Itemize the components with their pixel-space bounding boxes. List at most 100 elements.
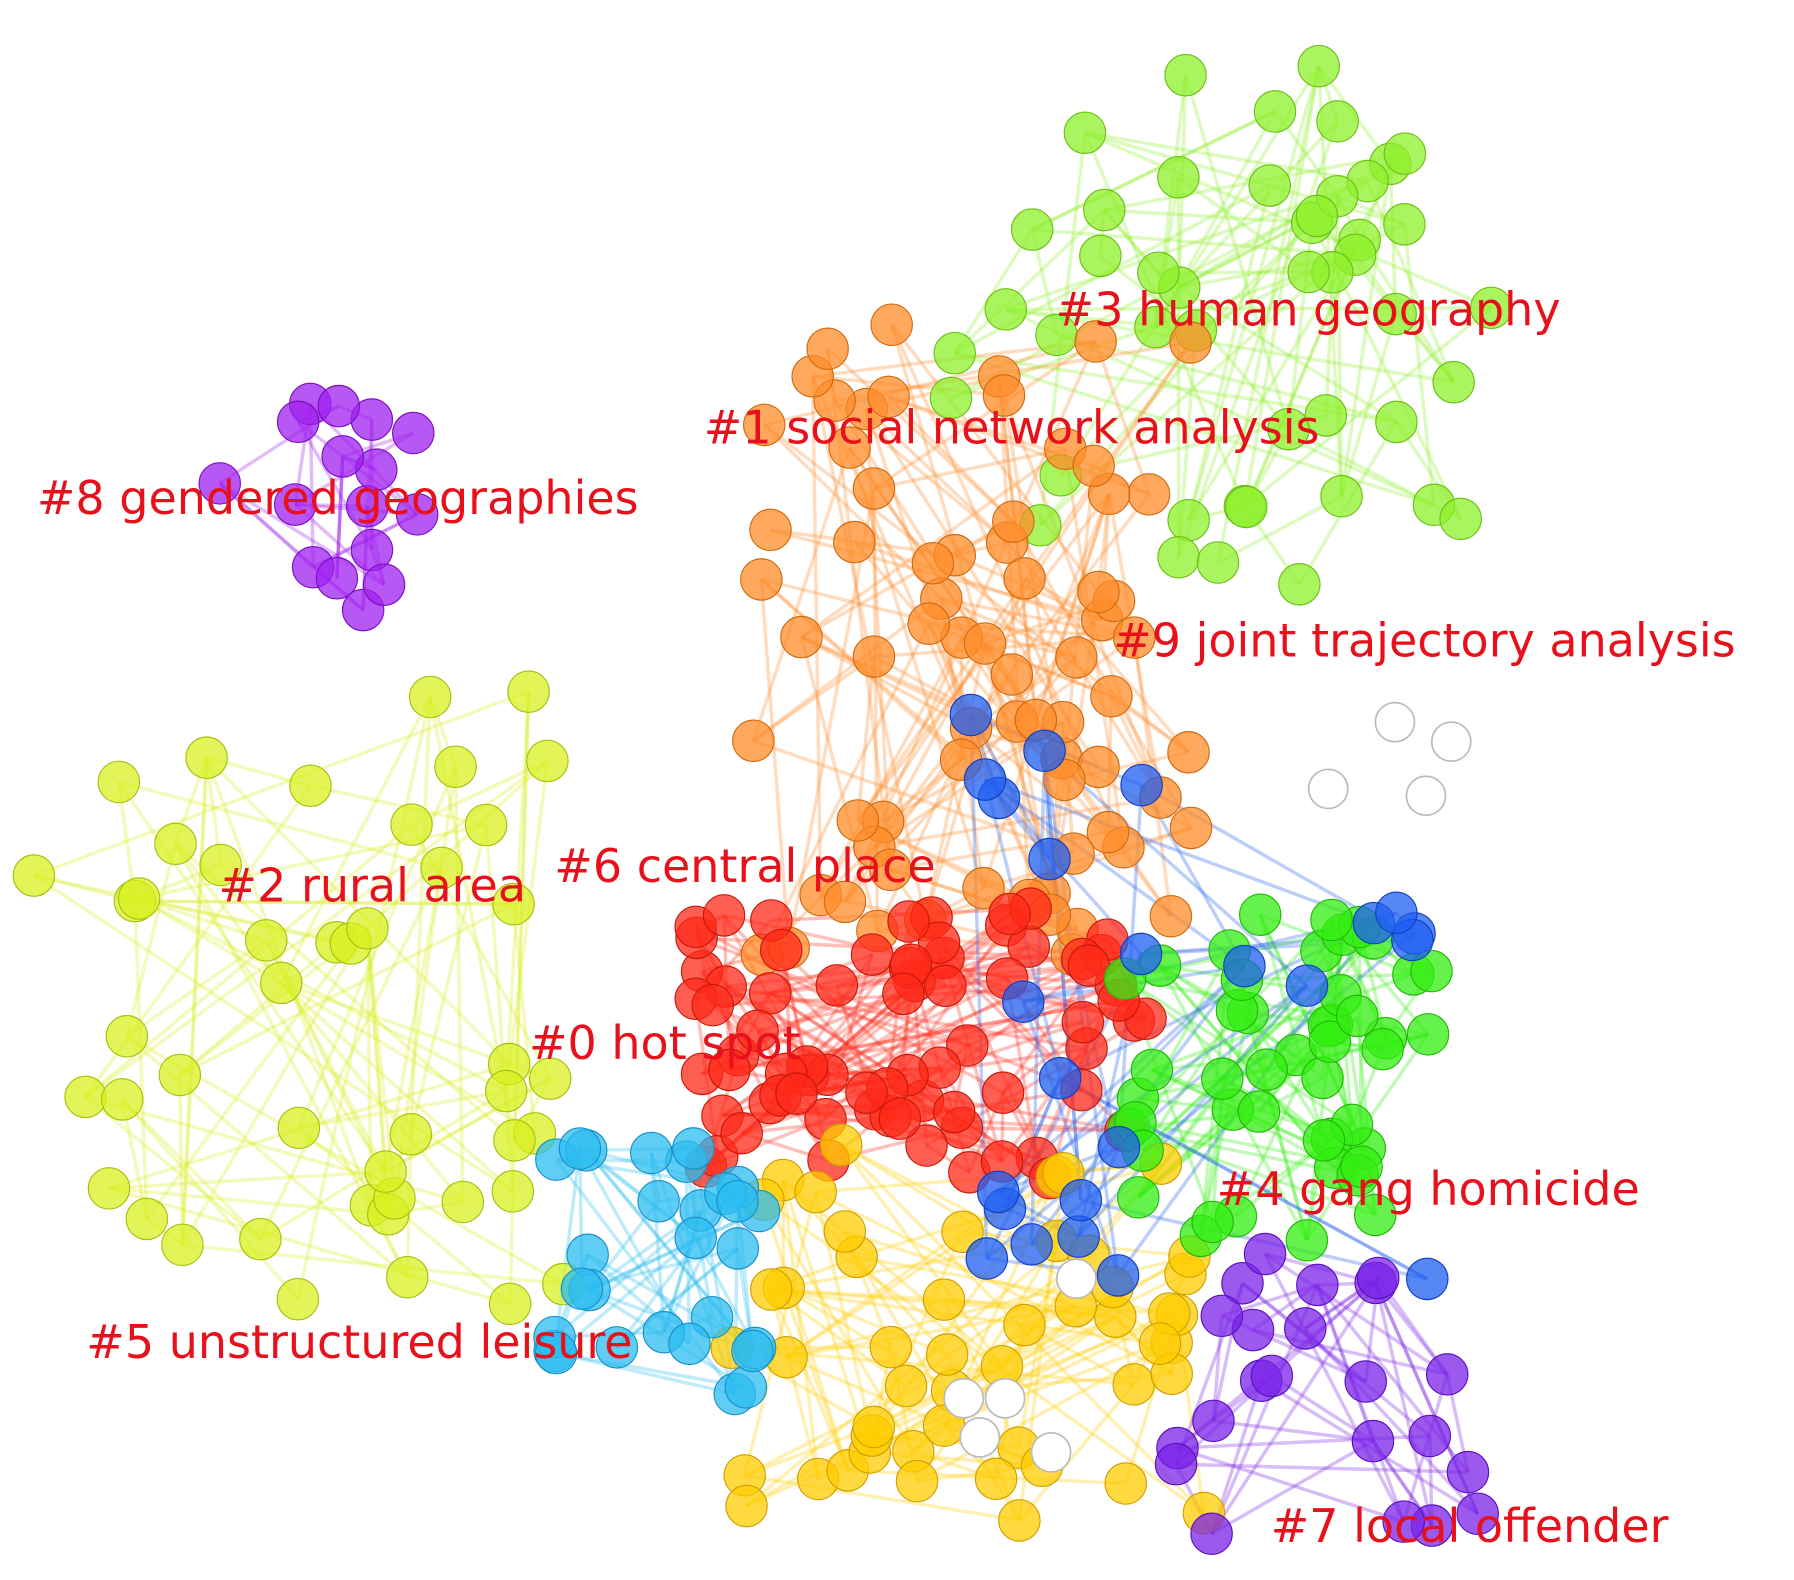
node xyxy=(558,1127,602,1170)
node xyxy=(1316,100,1359,143)
node xyxy=(289,764,332,808)
edge xyxy=(1031,109,1276,232)
edge xyxy=(984,778,1246,968)
node xyxy=(637,1180,680,1223)
node xyxy=(595,1326,639,1369)
node xyxy=(716,1227,760,1270)
edge xyxy=(138,896,352,946)
node xyxy=(933,331,976,375)
node-empty xyxy=(943,1377,985,1419)
node xyxy=(315,557,359,600)
node xyxy=(1154,1442,1198,1486)
node xyxy=(925,1333,969,1376)
edge xyxy=(138,896,267,943)
node-empty xyxy=(1405,775,1447,817)
edge xyxy=(1042,750,1083,1201)
edge xyxy=(409,696,432,1135)
edge xyxy=(554,1236,697,1355)
node xyxy=(317,384,361,428)
edge xyxy=(1094,340,1151,495)
node xyxy=(1023,729,1066,773)
node xyxy=(1063,111,1107,155)
node xyxy=(1238,893,1282,937)
node xyxy=(1010,1223,1053,1266)
edge xyxy=(138,896,508,1093)
edge xyxy=(1264,1252,1449,1376)
edge xyxy=(873,795,1161,849)
edge xyxy=(1034,493,1111,721)
edge xyxy=(997,376,1032,901)
node xyxy=(1190,1512,1233,1556)
node xyxy=(981,1071,1025,1114)
node-empty xyxy=(1374,701,1416,743)
edge xyxy=(125,843,178,1037)
edge xyxy=(1032,227,1356,257)
cluster-label: #1 social network analysis xyxy=(704,401,1320,455)
edge xyxy=(1124,977,1353,1127)
node xyxy=(990,653,1034,696)
edge xyxy=(761,1198,850,1471)
node xyxy=(1375,400,1418,444)
node xyxy=(1302,1119,1346,1162)
edge xyxy=(1187,185,1272,521)
node xyxy=(724,1366,768,1409)
edge xyxy=(1043,749,1309,987)
node xyxy=(1356,1256,1400,1300)
edge xyxy=(1339,163,1393,497)
node xyxy=(1059,1178,1103,1222)
node xyxy=(1285,1219,1329,1262)
edge xyxy=(118,780,442,870)
edge xyxy=(800,635,972,730)
edge xyxy=(966,983,1117,1048)
edge xyxy=(787,488,876,949)
node xyxy=(1192,1399,1235,1443)
edge xyxy=(826,347,1015,523)
edge xyxy=(1141,1009,1239,1152)
cluster-labels: #0 hot spot #1 social network analysis #… xyxy=(37,282,1736,1553)
edge xyxy=(588,1209,760,1292)
node xyxy=(845,1071,888,1114)
node xyxy=(1245,1048,1289,1091)
edge xyxy=(1015,493,1111,723)
node xyxy=(1297,44,1341,88)
node xyxy=(984,288,1028,331)
node xyxy=(1278,563,1321,606)
edge xyxy=(1153,177,1181,328)
edge xyxy=(125,938,268,1038)
node xyxy=(1074,320,1117,363)
edge xyxy=(848,447,986,889)
node xyxy=(198,462,242,505)
node xyxy=(998,1499,1041,1542)
node xyxy=(674,1216,717,1260)
node xyxy=(1351,1419,1395,1463)
cluster-label: #4 gang homicide xyxy=(1217,1162,1640,1216)
node xyxy=(823,1210,867,1253)
edge xyxy=(1177,120,1339,289)
edge xyxy=(279,981,465,1204)
cluster-label: #0 hot spot xyxy=(529,1016,801,1070)
edge xyxy=(760,622,931,956)
edge xyxy=(1365,180,1456,383)
edge xyxy=(953,228,1034,355)
edge xyxy=(1084,131,1492,310)
edge xyxy=(84,1095,262,1241)
edge xyxy=(310,784,487,827)
edge xyxy=(134,899,514,906)
node-empty xyxy=(1307,768,1349,810)
cluster-label: #6 central place xyxy=(554,839,935,893)
edge xyxy=(1187,65,1321,521)
edge xyxy=(1303,1327,1479,1515)
node xyxy=(1353,1193,1397,1237)
node xyxy=(1167,498,1210,542)
node xyxy=(1410,949,1453,993)
node xyxy=(390,803,433,846)
edge xyxy=(923,643,987,921)
edge xyxy=(942,1298,1021,1449)
edge xyxy=(108,1169,386,1191)
edge xyxy=(890,323,1100,594)
edge xyxy=(1241,972,1414,982)
node xyxy=(1320,474,1363,518)
node xyxy=(1446,1450,1490,1494)
edge xyxy=(555,1351,747,1390)
node xyxy=(815,964,859,1007)
